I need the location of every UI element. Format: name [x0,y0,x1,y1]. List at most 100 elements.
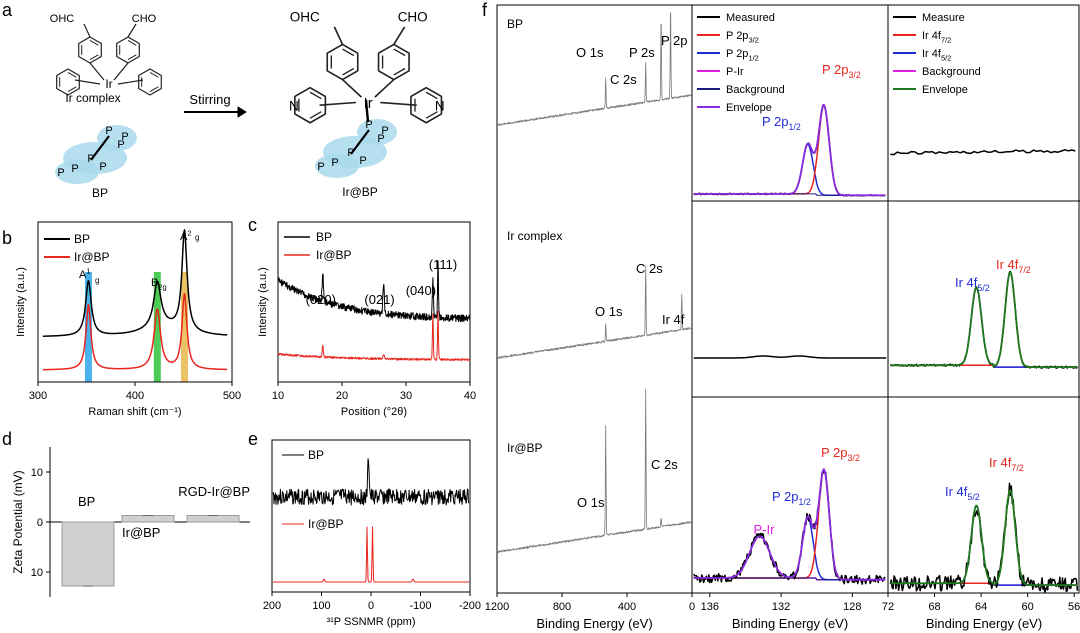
zeta-bar [121,515,175,523]
stirring-label: Stirring [189,92,230,107]
category-label: Ir@BP [122,525,160,540]
panel-d: d 10 0 10 Zeta Potential (mV) BP Ir@BP RGD-Ir@B… [2,429,250,597]
p-atom: P [121,131,128,143]
x-tick-label: 400 [618,601,636,613]
x-tick-label: 20 [336,390,348,402]
p-atom: P [331,157,338,169]
n-atom: N [289,99,299,114]
ir4f72-label: Ir 4f7/2 [989,455,1024,473]
bond [83,23,137,38]
p2p-ir-complex-line [693,355,887,359]
survey-peak-label: P 2p [661,33,688,48]
p-atom: P [365,119,372,131]
legend-label: BP [74,232,90,246]
x-tick-label: 40 [464,390,476,402]
legend-label: Background [922,66,981,78]
p2p12-label: P 2p1/2 [772,489,811,507]
x-tick-label: 300 [29,390,47,402]
x-tick-label: 1200 [485,601,509,613]
ohc-group: OHC [290,10,320,25]
envelope-line [890,489,1078,586]
p2p12-component [693,516,886,581]
ir4f52-component [890,286,1078,368]
p-ir-label: P-Ir [754,522,776,537]
panel-label-d: d [2,429,12,449]
panel-f: f BP O 1s C 2s P 2s P 2p Ir complex O 1s C 2s Ir … [482,0,1080,631]
envelope-line [693,103,886,197]
cho-group: CHO [132,13,157,25]
ring-bond [330,48,355,76]
xrd-peak-label: (111) [429,257,457,272]
survey-line-0 [497,12,692,126]
p-atom: P [105,125,112,137]
legend-label: Measured [726,12,775,24]
y-tick-label: 10 [31,567,43,579]
p2p32-component [693,104,886,197]
x-tick-label: -200 [459,600,481,612]
p2p12-component [693,143,886,197]
xrd-xlabel: Position (°2θ) [341,406,407,418]
p-atom: P [117,139,124,151]
xrd-peak-label: (020) [306,292,336,307]
raman-axes [37,221,233,383]
p2p12-label: P 2p1/2 [762,114,801,132]
survey-peak-label: C 2s [610,72,637,87]
ir4f52-component [890,504,1078,586]
raman-peak-band [84,272,92,382]
bond [333,26,406,45]
peak-label-a1g: A1 [79,267,91,281]
ring-bond [119,39,137,61]
arrow-head [237,106,247,118]
x-tick-label: 136 [701,601,719,613]
legend-label: Background [726,84,785,96]
x-tick-label: -100 [409,600,431,612]
ir4f52-label: Ir 4f5/2 [945,484,980,502]
ring [56,68,80,96]
zeta-bar [61,521,115,587]
x-tick-label: 64 [975,601,987,613]
peak-label-a2g: A2 [180,229,192,243]
xrd-peak-label: (021) [364,292,394,307]
xrd-ylabel: Intensity (a.u.) [257,267,269,337]
legend-label: Ir 4f5/2 [922,48,951,62]
ohc-group: OHC [50,13,75,25]
measure-line [889,482,1079,593]
legend-label: Ir@BP [308,517,344,531]
survey-peak-label: C 2s [636,261,663,276]
bp-blob [315,154,359,178]
ir4f72-component [890,489,1078,586]
xrd-axes [277,221,471,383]
ring [410,86,443,124]
ring-bond [141,71,159,93]
legend-label: Ir@BP [74,250,110,264]
bp-blob [97,125,137,151]
xrd-bp-line [277,260,471,323]
measured-line [693,104,886,197]
survey-peak-label: C 2s [651,457,678,472]
xps-frame [496,4,1080,594]
legend-label: BP [308,448,324,462]
x-tick-label: 0 [368,600,374,612]
p-atom: P [377,133,384,145]
x-tick-label: 72 [882,601,894,613]
survey-peak-label: P 2s [629,45,655,60]
x-tick-label: 60 [1022,601,1034,613]
x-tick-label: 30 [400,390,412,402]
x-tick-label: 800 [553,601,571,613]
p-atom: P [317,161,324,173]
bond [319,78,417,107]
p2p-xlabel: Binding Energy (eV) [732,616,848,631]
p2p32-label: P 2p3/2 [822,62,861,80]
x-tick-label: 56 [1068,601,1080,613]
x-tick-label: 200 [263,600,281,612]
survey-peak-label: O 1s [576,45,604,60]
x-tick-label: 132 [772,601,790,613]
ir-bp-molecule: Ir N N OHC CHO [289,10,445,124]
n-atom: N [435,99,445,114]
cho-group: CHO [398,10,428,25]
nmr-xlabel: ³¹P SSNMR (ppm) [326,616,415,628]
legend-label: Envelope [922,84,968,96]
